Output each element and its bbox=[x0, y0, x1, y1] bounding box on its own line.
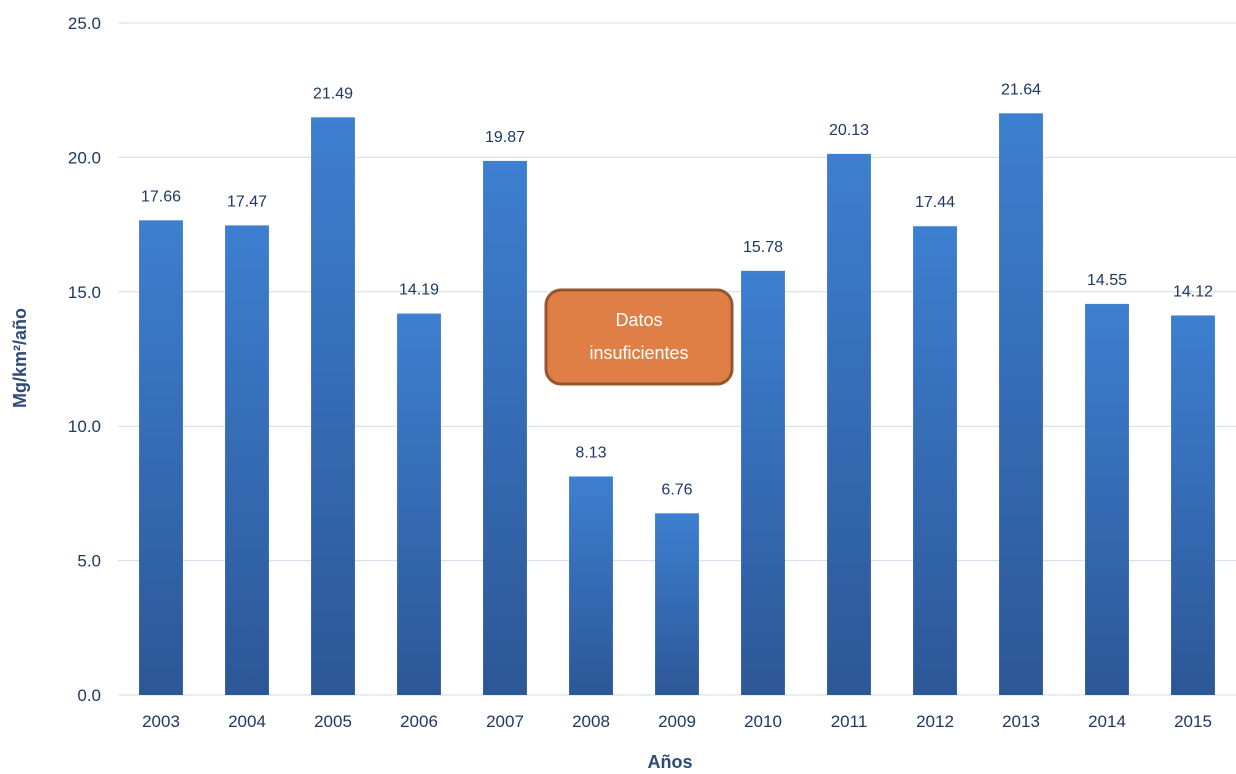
bar bbox=[569, 476, 613, 695]
data-label: 6.76 bbox=[661, 481, 692, 498]
x-tick-label: 2003 bbox=[142, 712, 180, 731]
x-axis-ticks: 2003 2004 2005 2006 2007 2008 2009 2010 2011 2012… bbox=[142, 712, 1212, 731]
y-tick-label: 20.0 bbox=[68, 148, 101, 167]
data-label: 17.44 bbox=[915, 194, 955, 211]
gridlines bbox=[118, 22, 1236, 696]
callout-line-1: Datos bbox=[615, 310, 662, 330]
x-tick-label: 2010 bbox=[744, 712, 782, 731]
bar bbox=[139, 220, 183, 695]
bars bbox=[139, 113, 1215, 696]
y-tick-label: 10.0 bbox=[68, 417, 101, 436]
bar bbox=[1171, 315, 1215, 695]
callout-line-2: insuficientes bbox=[589, 343, 688, 363]
bar bbox=[999, 113, 1043, 696]
bar bbox=[741, 270, 785, 695]
data-label: 21.64 bbox=[1001, 81, 1041, 98]
data-label: 14.19 bbox=[399, 282, 439, 299]
callout-box bbox=[544, 288, 734, 386]
y-axis-title: Mg/km²/año bbox=[10, 308, 30, 408]
x-axis-title: Años bbox=[648, 752, 693, 772]
bar bbox=[1085, 303, 1129, 695]
data-label: 8.13 bbox=[575, 444, 606, 461]
x-tick-label: 2009 bbox=[658, 712, 696, 731]
bar bbox=[225, 225, 269, 695]
bar bbox=[655, 513, 699, 695]
x-tick-label: 2011 bbox=[831, 712, 868, 731]
y-tick-label: 5.0 bbox=[77, 552, 101, 571]
bar bbox=[311, 117, 355, 695]
data-label: 15.78 bbox=[743, 239, 783, 256]
data-label: 21.49 bbox=[313, 85, 353, 102]
x-tick-label: 2004 bbox=[228, 712, 266, 731]
bar bbox=[483, 160, 527, 695]
data-label: 14.55 bbox=[1087, 272, 1127, 289]
x-tick-label: 2005 bbox=[314, 712, 352, 731]
x-tick-label: 2007 bbox=[486, 712, 524, 731]
y-tick-label: 25.0 bbox=[68, 14, 101, 33]
data-labels: 17.66 17.47 21.49 14.19 19.87 8.13 6.76 15.78 20… bbox=[141, 81, 1213, 498]
bar bbox=[827, 153, 871, 696]
insufficient-data-callout: Datos insuficientes bbox=[544, 288, 734, 386]
y-axis-ticks: 0.0 5.0 10.0 15.0 20.0 25.0 bbox=[68, 14, 101, 705]
data-label: 17.47 bbox=[227, 193, 267, 210]
x-tick-label: 2012 bbox=[916, 712, 954, 731]
x-tick-label: 2006 bbox=[400, 712, 438, 731]
x-tick-label: 2013 bbox=[1002, 712, 1040, 731]
x-tick-label: 2014 bbox=[1088, 712, 1126, 731]
bar bbox=[913, 226, 957, 695]
data-label: 17.66 bbox=[141, 188, 181, 205]
data-label: 19.87 bbox=[485, 129, 525, 146]
data-label: 14.12 bbox=[1173, 283, 1213, 300]
data-label: 20.13 bbox=[829, 122, 869, 139]
bar bbox=[397, 313, 441, 695]
y-tick-label: 15.0 bbox=[68, 283, 101, 302]
x-tick-label: 2008 bbox=[572, 712, 610, 731]
y-tick-label: 0.0 bbox=[77, 686, 101, 705]
x-tick-label: 2015 bbox=[1174, 712, 1212, 731]
